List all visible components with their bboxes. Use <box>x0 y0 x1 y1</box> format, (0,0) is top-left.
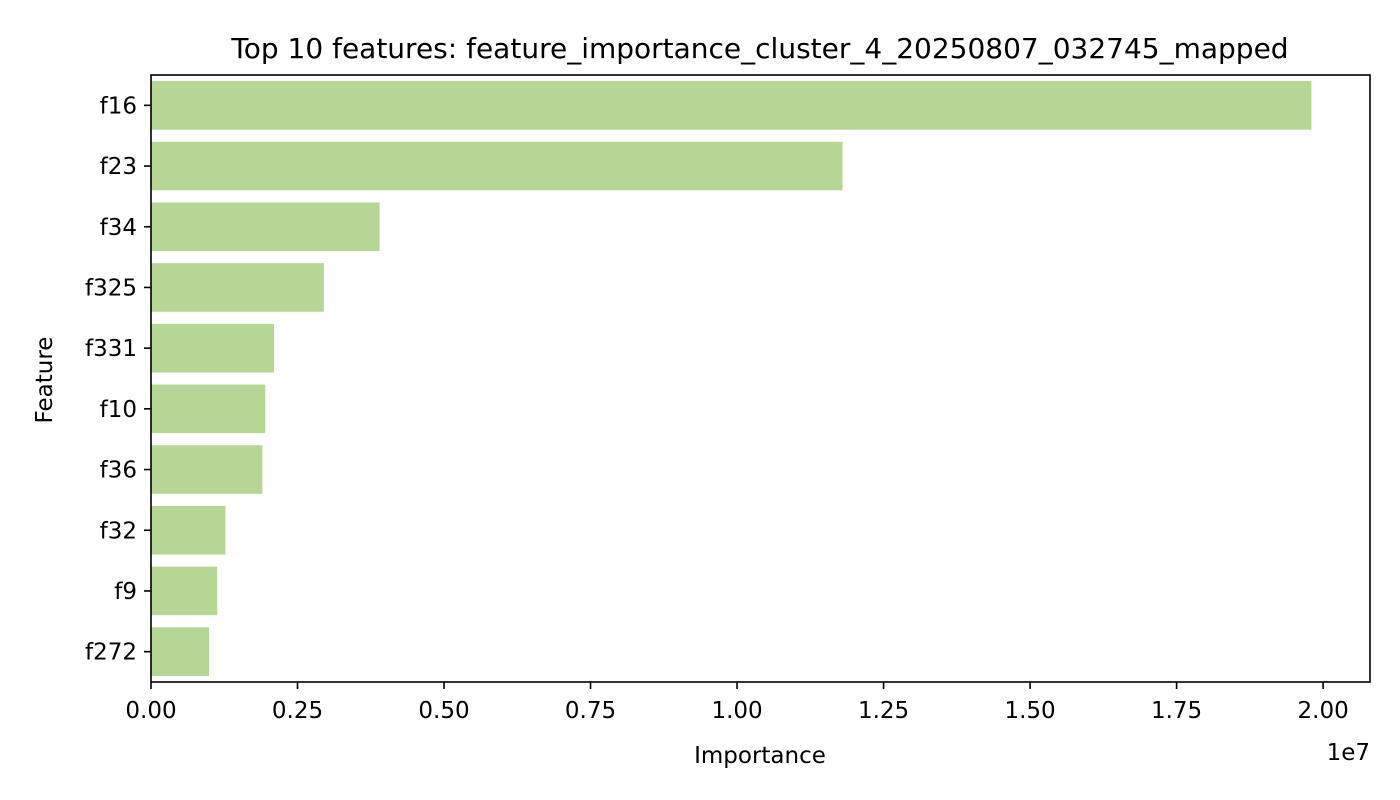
y-tick-label-f325: f325 <box>85 275 137 301</box>
bar-f272 <box>151 627 210 676</box>
x-tick-label-5: 1.25 <box>858 698 909 724</box>
bar-f34 <box>151 202 380 252</box>
x-tick-label-1: 0.25 <box>272 698 323 724</box>
y-tick-label-f32: f32 <box>100 518 137 544</box>
x-tick-label-8: 2.00 <box>1298 698 1349 724</box>
y-tick-label-f36: f36 <box>100 458 137 484</box>
bar-f331 <box>151 323 275 373</box>
bar-f9 <box>151 566 218 616</box>
y-tick-label-f272: f272 <box>85 640 137 666</box>
bar-f325 <box>151 263 324 312</box>
bar-f32 <box>151 505 226 555</box>
x-axis-scale-label: 1e7 <box>1327 740 1370 766</box>
x-tick-label-2: 0.50 <box>418 698 469 724</box>
x-axis: 0.00 0.25 0.50 0.75 1.00 1.25 1.50 1.75 2.00 <box>125 682 1349 724</box>
y-tick-label-f10: f10 <box>100 397 137 423</box>
y-tick-label-f16: f16 <box>100 93 137 119</box>
y-axis-label: Feature <box>32 337 58 424</box>
x-axis-label: Importance <box>694 743 826 769</box>
x-tick-label-7: 1.75 <box>1151 698 1202 724</box>
x-tick-label-3: 0.75 <box>565 698 616 724</box>
y-axis: f16 f23 f34 f325 f331 f10 f36 f32 f9 f272 <box>85 93 151 666</box>
x-tick-label-0: 0.00 <box>125 698 176 724</box>
bar-f10 <box>151 384 266 434</box>
x-tick-label-6: 1.50 <box>1004 698 1055 724</box>
y-tick-label-f34: f34 <box>100 215 137 241</box>
bar-f23 <box>151 141 843 191</box>
y-tick-label-f331: f331 <box>85 336 137 362</box>
bar-f16 <box>151 81 1312 130</box>
plot-frame <box>150 74 1371 683</box>
bars-layer <box>151 81 1312 676</box>
chart-title: Top 10 features: feature_importance_clus… <box>230 32 1288 65</box>
bar-f36 <box>151 445 263 494</box>
y-tick-label-f9: f9 <box>114 579 137 605</box>
x-tick-label-4: 1.00 <box>711 698 762 724</box>
y-tick-label-f23: f23 <box>100 154 137 180</box>
